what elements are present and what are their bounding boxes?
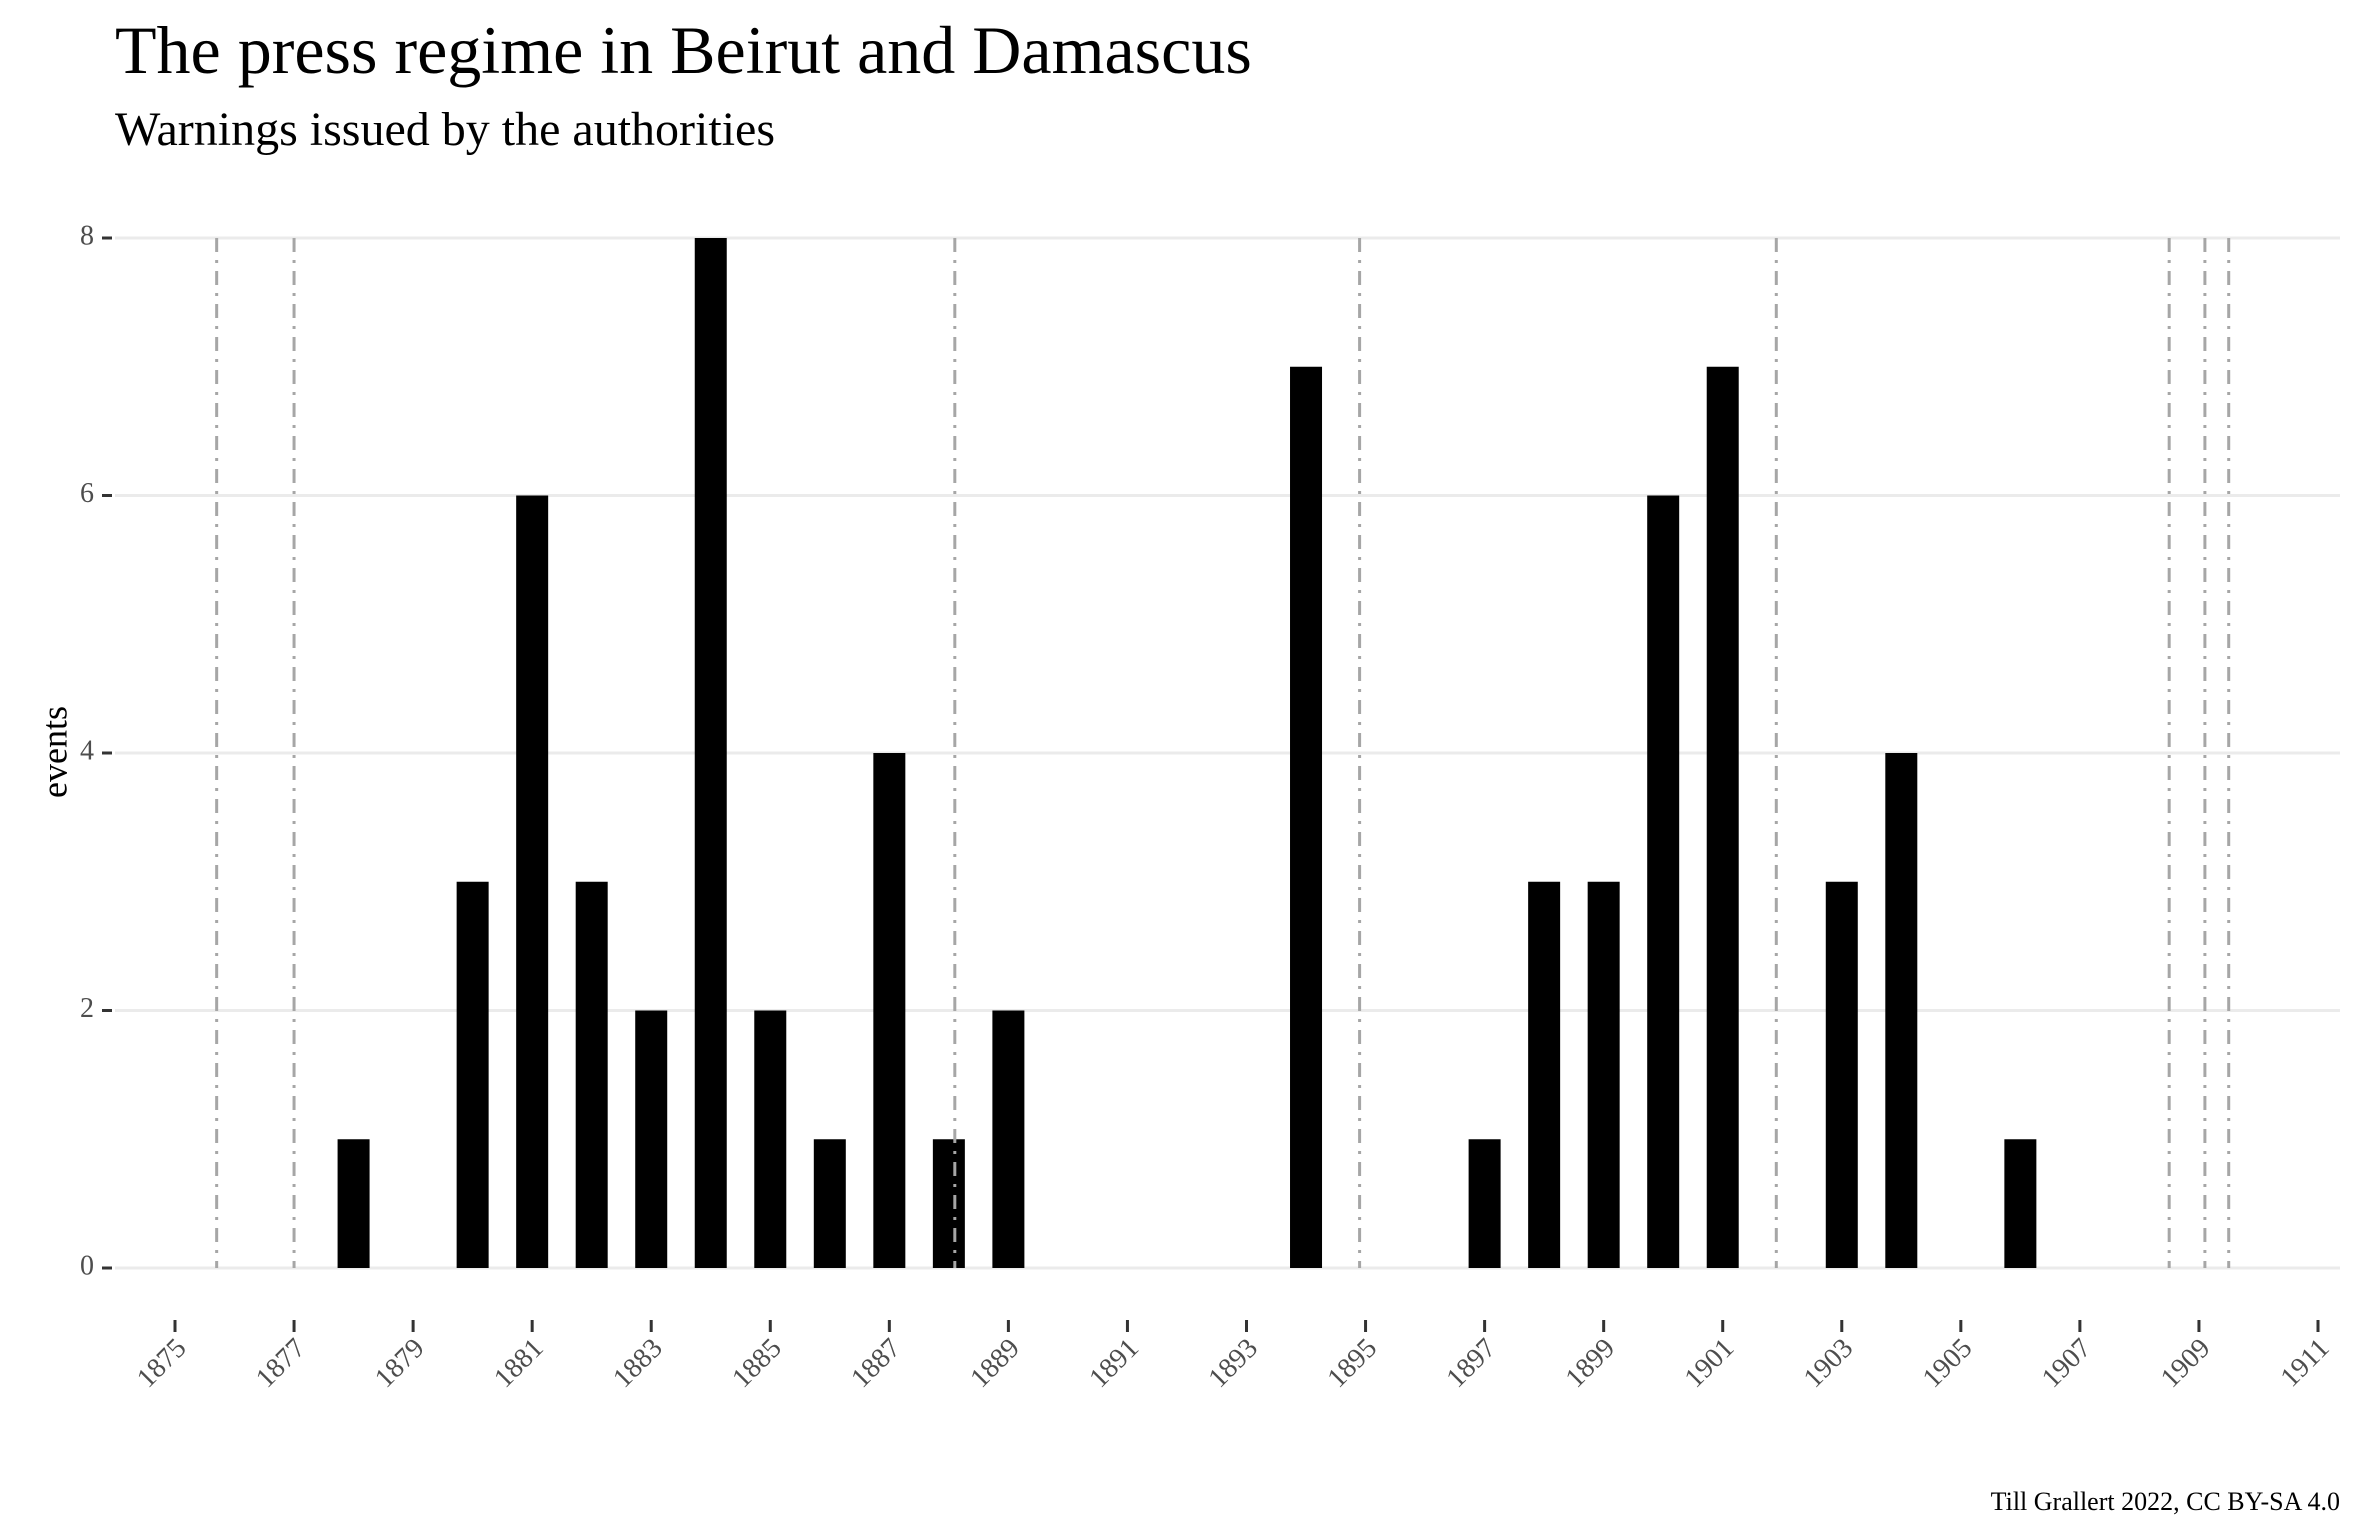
chart-subtitle: Warnings issued by the authorities: [115, 103, 776, 156]
x-tick-label: 1891: [1083, 1333, 1145, 1395]
bar: [575, 881, 608, 1268]
x-tick-label: 1907: [2036, 1333, 2098, 1395]
bar: [1468, 1139, 1501, 1268]
x-tick-label: 1893: [1202, 1333, 1264, 1395]
bar: [1647, 495, 1680, 1268]
bar: [694, 238, 727, 1268]
x-tick-label: 1909: [2155, 1333, 2217, 1395]
x-tick-label: 1903: [1798, 1333, 1860, 1395]
x-tick-label: 1895: [1322, 1333, 1384, 1395]
bar: [2004, 1139, 2037, 1268]
bar: [754, 1010, 787, 1268]
x-tick-label: 1879: [369, 1333, 431, 1395]
bar: [992, 1010, 1025, 1268]
bar: [1706, 366, 1739, 1268]
y-tick-label: 2: [80, 993, 94, 1024]
x-tick-label: 1885: [726, 1333, 788, 1395]
x-tick-label: 1887: [845, 1333, 907, 1395]
x-tick-label: 1911: [2275, 1333, 2336, 1394]
bar: [1825, 881, 1858, 1268]
y-tick-label: 8: [80, 220, 94, 251]
bar: [873, 753, 906, 1268]
x-tick-label: 1883: [607, 1333, 669, 1395]
bar: [1528, 881, 1561, 1268]
bar: [1885, 753, 1918, 1268]
x-tick-label: 1889: [964, 1333, 1026, 1395]
bar: [456, 881, 489, 1268]
x-tick-label: 1877: [250, 1333, 312, 1395]
bar: [1587, 881, 1620, 1268]
bar: [932, 1139, 965, 1268]
x-tick-label: 1897: [1441, 1333, 1503, 1395]
x-tick-label: 1899: [1560, 1333, 1622, 1395]
bar: [813, 1139, 846, 1268]
y-tick-label: 4: [80, 735, 94, 766]
chart-caption: Till Grallert 2022, CC BY-SA 4.0: [1990, 1487, 2340, 1516]
x-tick-label: 1905: [1917, 1333, 1979, 1395]
bar: [1290, 366, 1323, 1268]
x-tick-label: 1901: [1679, 1333, 1741, 1395]
bar: [516, 495, 549, 1268]
x-tick-label: 1881: [488, 1333, 550, 1395]
x-tick-label: 1875: [131, 1333, 193, 1395]
bar: [635, 1010, 668, 1268]
y-axis-title: events: [34, 706, 74, 798]
bar: [337, 1139, 370, 1268]
y-tick-label: 6: [80, 478, 94, 509]
chart-title: The press regime in Beirut and Damascus: [115, 12, 1252, 88]
y-tick-label: 0: [80, 1250, 94, 1281]
